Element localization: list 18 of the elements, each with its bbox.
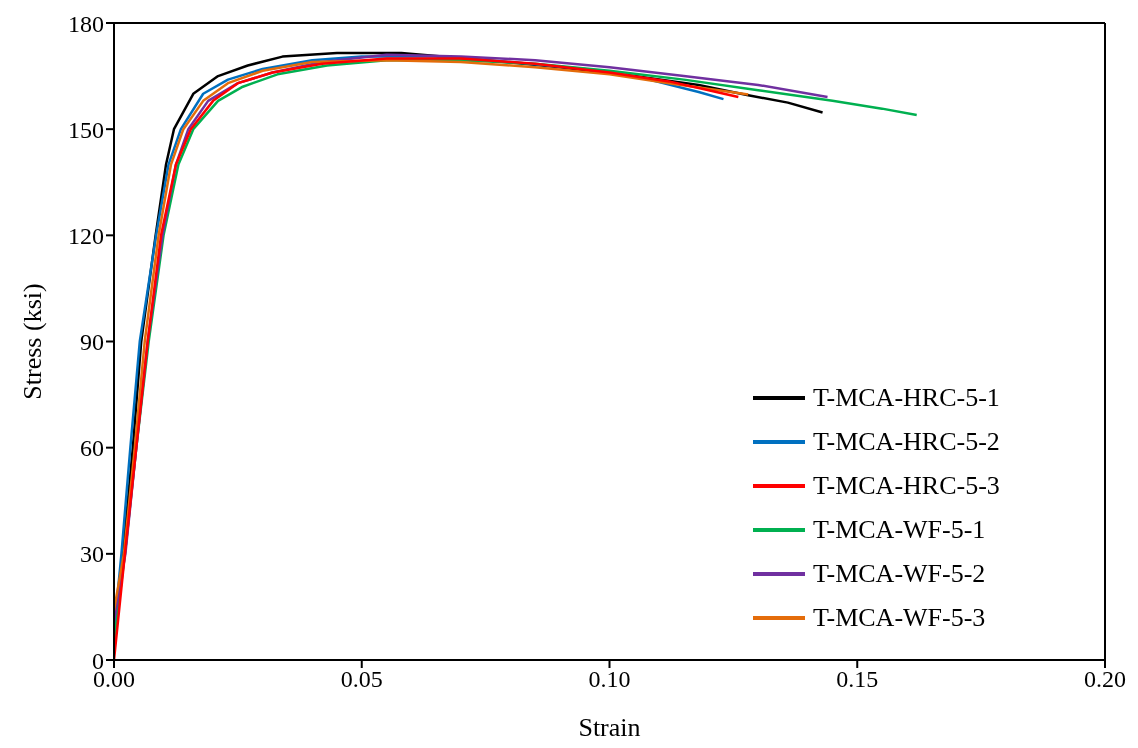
x-tick-label: 0.20	[1084, 666, 1126, 693]
legend-label: T-MCA-WF-5-1	[813, 514, 986, 546]
legend-label: T-MCA-WF-5-2	[813, 558, 986, 590]
y-tick-label: 90	[80, 329, 104, 356]
x-tick-label: 0.15	[836, 666, 879, 693]
y-tick-label: 30	[80, 541, 104, 568]
legend-label: T-MCA-WF-5-3	[813, 602, 986, 634]
legend-label: T-MCA-HRC-5-1	[813, 382, 1000, 414]
y-tick-label: 150	[68, 116, 104, 143]
x-axis-title: Strain	[578, 713, 641, 742]
y-tick-label: 60	[80, 435, 104, 462]
x-tick-label: 0.05	[340, 666, 383, 693]
legend-label: T-MCA-HRC-5-3	[813, 470, 1000, 502]
x-tick-label: 0.10	[588, 666, 631, 693]
y-tick-label: 180	[68, 10, 104, 37]
legend-label: T-MCA-HRC-5-2	[813, 426, 1000, 458]
y-axis-title: Stress (ksi)	[18, 283, 48, 400]
y-tick-label: 120	[68, 222, 104, 249]
